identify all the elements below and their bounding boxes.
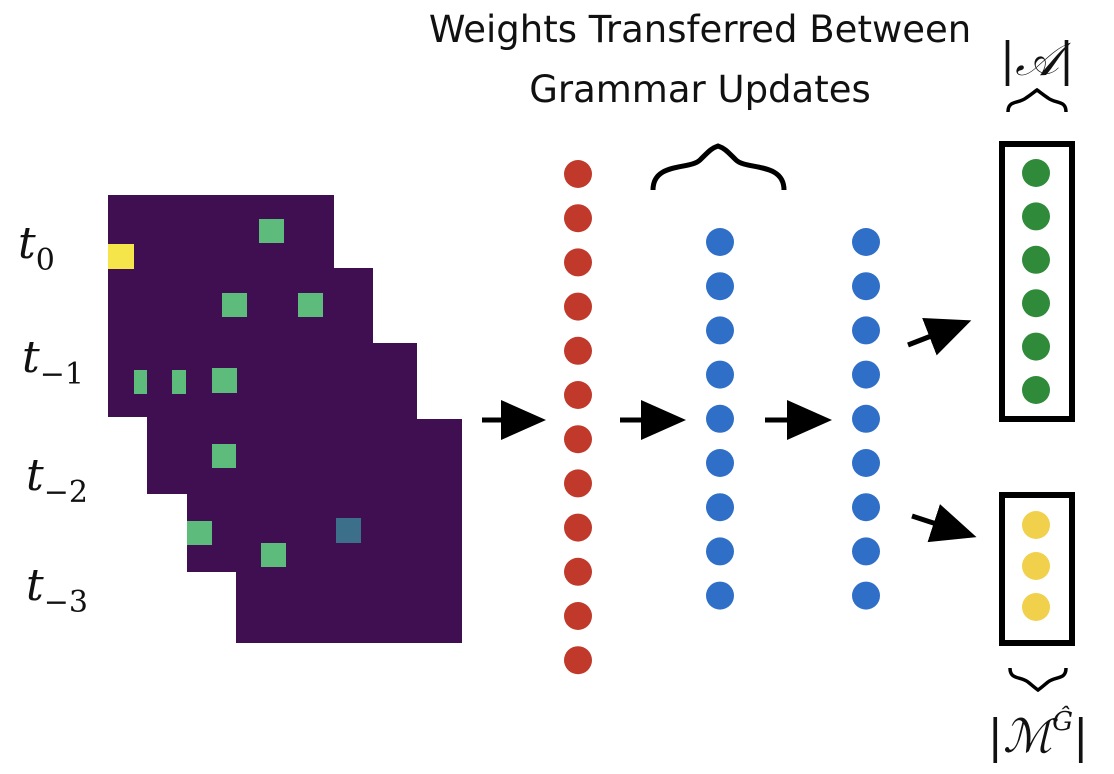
hidden-layer-1 bbox=[706, 228, 734, 610]
macro-output-node bbox=[1022, 552, 1050, 580]
grid-cell-green bbox=[212, 444, 236, 468]
macro-output-node bbox=[1022, 593, 1050, 621]
macro-set-label: |ℳĜ| bbox=[988, 705, 1089, 763]
action-output-node bbox=[1022, 376, 1050, 404]
hidden-node bbox=[706, 537, 734, 566]
input-node bbox=[564, 160, 592, 188]
hidden-node bbox=[706, 449, 734, 477]
grid-cell-yellow bbox=[108, 244, 134, 269]
time-label-t-1: t−1 bbox=[22, 332, 84, 392]
grid-cell-green bbox=[298, 293, 323, 317]
input-node bbox=[564, 557, 592, 586]
hidden-node bbox=[852, 537, 880, 566]
input-node bbox=[564, 292, 592, 321]
hidden-node bbox=[852, 360, 880, 389]
hidden-node bbox=[852, 228, 880, 256]
title-line-1: Weights Transferred Between bbox=[429, 8, 971, 51]
frame-t-3 bbox=[236, 419, 462, 643]
hidden-node bbox=[852, 272, 880, 301]
hidden-node bbox=[852, 404, 880, 433]
hidden-node bbox=[706, 493, 734, 522]
input-node bbox=[564, 469, 592, 498]
hidden-node bbox=[852, 449, 880, 477]
hidden-node bbox=[706, 360, 734, 389]
hidden-node bbox=[706, 404, 734, 433]
grid-cell-teal bbox=[336, 518, 361, 543]
hidden-node bbox=[852, 493, 880, 522]
input-node bbox=[564, 646, 592, 675]
grid-cell-green bbox=[261, 543, 286, 567]
arrow-to-action-output bbox=[907, 318, 972, 356]
hidden-node bbox=[706, 272, 734, 301]
grid-cell-green bbox=[134, 370, 147, 394]
time-label-t-2: t−2 bbox=[26, 450, 88, 510]
input-node bbox=[564, 602, 592, 630]
arrow-to-macro-output bbox=[911, 504, 977, 543]
action-output-node bbox=[1022, 332, 1050, 361]
action-output-node bbox=[1022, 289, 1050, 318]
input-layer bbox=[564, 160, 592, 675]
input-node bbox=[564, 381, 592, 409]
weights-brace bbox=[650, 143, 787, 191]
input-node bbox=[564, 513, 592, 542]
grid-cell-green bbox=[212, 368, 237, 393]
grid-cell-green bbox=[259, 219, 284, 243]
time-label-t-3: t−3 bbox=[26, 560, 88, 620]
macro-output-layer bbox=[1022, 511, 1050, 621]
input-node bbox=[564, 204, 592, 233]
input-node bbox=[564, 425, 592, 454]
action-output-box bbox=[999, 141, 1075, 422]
hidden-node bbox=[706, 581, 734, 610]
grid-cell-green bbox=[172, 370, 186, 394]
hidden-node bbox=[852, 316, 880, 345]
hidden-layer-2 bbox=[852, 228, 880, 610]
input-node bbox=[564, 248, 592, 277]
grid-cell-green bbox=[222, 293, 247, 317]
macro-output-node bbox=[1022, 511, 1050, 539]
action-set-brace bbox=[1006, 87, 1068, 113]
macro-output-box bbox=[999, 492, 1075, 646]
action-set-label: |𝒜| bbox=[1000, 32, 1075, 86]
hidden-node bbox=[706, 316, 734, 345]
action-output-node bbox=[1022, 245, 1050, 274]
macro-set-brace bbox=[1008, 667, 1068, 693]
grid-cell-green bbox=[187, 521, 212, 545]
title-line-2: Grammar Updates bbox=[529, 68, 871, 111]
hidden-node bbox=[706, 228, 734, 256]
time-label-t0: t0 bbox=[18, 218, 55, 278]
action-output-node bbox=[1022, 159, 1050, 187]
input-node bbox=[564, 336, 592, 365]
action-output-layer bbox=[1022, 159, 1050, 404]
hidden-node bbox=[852, 581, 880, 610]
action-output-node bbox=[1022, 202, 1050, 231]
